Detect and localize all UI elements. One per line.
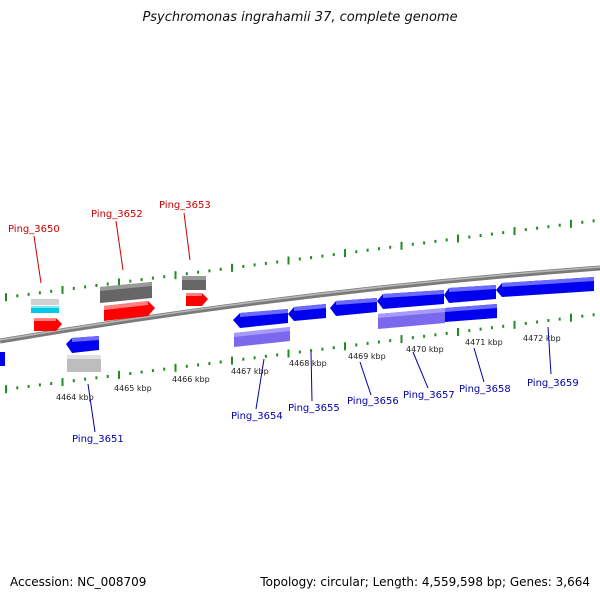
gene-ping-3650[interactable] [34,318,62,331]
genome-summary: Topology: circular; Length: 4,559,598 bp… [260,575,590,589]
feature-purple-ping-3654[interactable] [234,327,290,347]
map-title: Psychromonas ingrahamii 37, complete gen… [142,10,458,25]
kbp-label-4464: 4464 kbp [56,393,94,402]
gene-label-ping-3650[interactable]: Ping_3650 [8,224,60,235]
backbone-highlight [0,266,600,341]
feature-cyan[interactable] [31,299,59,313]
feature-purple-ping-3657[interactable] [378,308,445,329]
kbp-label-4465: 4465 kbp [114,384,152,393]
gene-label-ping-3658[interactable]: Ping_3658 [459,384,511,395]
gene-label-ping-3656[interactable]: Ping_3656 [347,396,399,407]
gene-reverse-edge[interactable] [0,352,5,366]
gene-label-ping-3657[interactable]: Ping_3657 [403,390,455,401]
kbp-label-4471: 4471 kbp [465,338,503,347]
gene-label-ping-3653[interactable]: Ping_3653 [159,200,211,211]
backbone [0,265,600,344]
leader-lines [33,212,552,433]
accession-label: Accession: NC_008709 [10,575,147,589]
gene-ping-3659[interactable] [496,277,594,297]
gene-label-ping-3655[interactable]: Ping_3655 [288,403,340,414]
kbp-label-4470: 4470 kbp [406,345,444,354]
ticks-reverse-strand [5,313,595,394]
feature-blue-ping-3658[interactable] [445,304,497,322]
gene-ping-3656[interactable] [330,298,377,316]
gene-ping-3653[interactable] [186,293,208,306]
kbp-label-4469: 4469 kbp [348,352,386,361]
gene-ping-3652[interactable] [104,301,155,321]
gene-label-ping-3654[interactable]: Ping_3654 [231,411,283,422]
gene-ping-3654[interactable] [233,309,288,328]
kbp-label-4472: 4472 kbp [523,334,561,343]
feature-gray-ping-3652[interactable] [100,282,152,303]
gene-label-ping-3651[interactable]: Ping_3651 [72,434,124,445]
gene-ping-3651[interactable] [66,336,99,353]
feature-gray-ping-3653[interactable] [182,276,206,290]
gene-ping-3657[interactable] [377,290,444,309]
gene-ping-3655[interactable] [288,304,326,321]
kbp-label-4468: 4468 kbp [289,359,327,368]
kbp-label-4466: 4466 kbp [172,375,210,384]
gene-label-ping-3652[interactable]: Ping_3652 [91,209,143,220]
kbp-label-4467: 4467 kbp [231,367,269,376]
gene-ping-3658[interactable] [444,285,496,303]
gene-label-ping-3659[interactable]: Ping_3659 [527,378,579,389]
ticks-forward-strand [5,219,595,302]
feature-gray-ping-3651[interactable] [67,355,101,372]
